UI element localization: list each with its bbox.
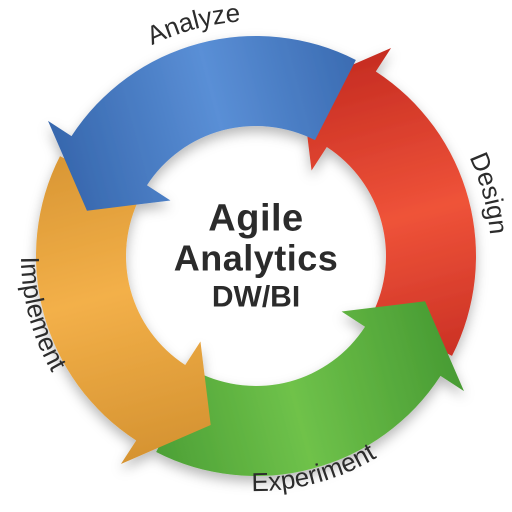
center-text: Agile Analytics DW/BI [174, 199, 339, 312]
cycle-diagram: DesignExperimentImplementAnalyze Agile A… [0, 0, 512, 512]
segment-analyze [48, 36, 356, 211]
center-line-1: Agile [174, 199, 339, 239]
center-line-2: Analytics [174, 239, 339, 277]
center-line-3: DW/BI [174, 281, 339, 313]
